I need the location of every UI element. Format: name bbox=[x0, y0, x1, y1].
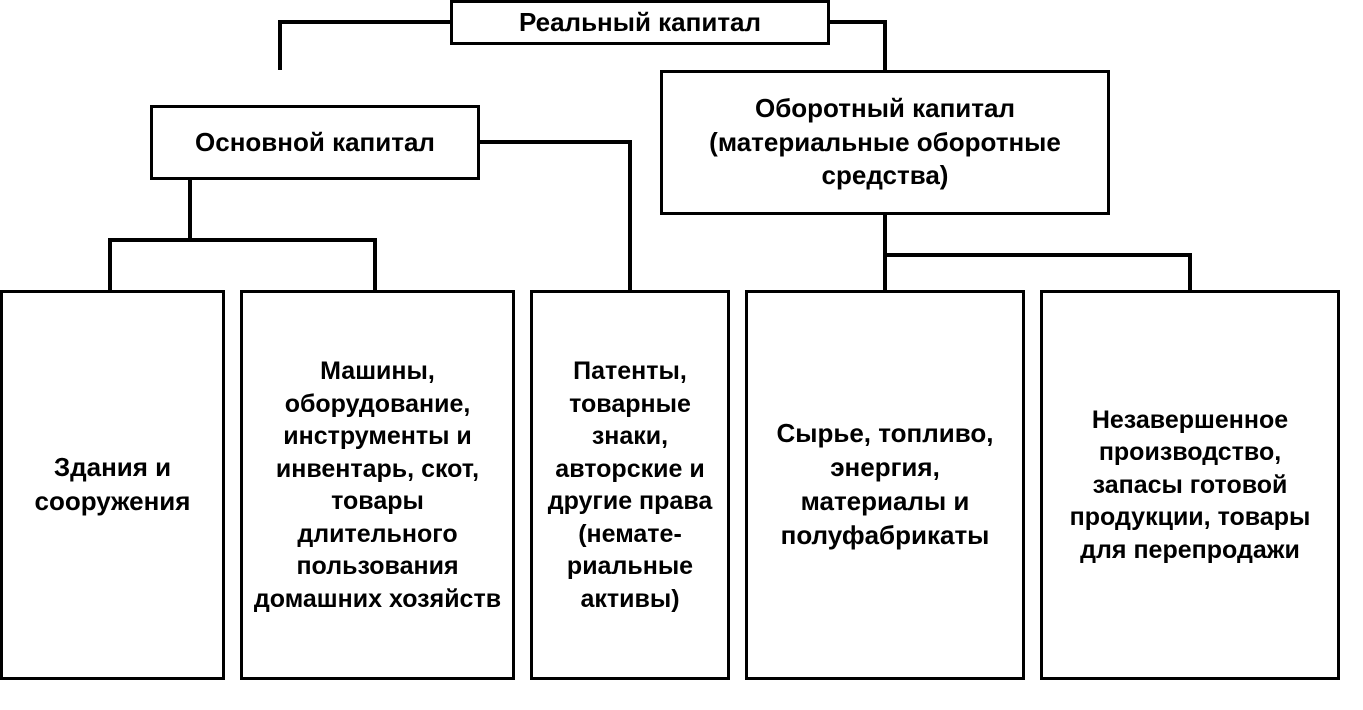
node-root: Реальный капитал bbox=[450, 0, 830, 45]
node-leaf-4: Сырье, топливо, энергия, материалы и пол… bbox=[745, 290, 1025, 680]
node-leaf-5: Незавершенное производство, запасы готов… bbox=[1040, 290, 1340, 680]
node-leaf-4-label: Сырье, топливо, энергия, материалы и пол… bbox=[756, 417, 1014, 552]
node-main-right: Оборотный капитал (материальные оборотны… bbox=[660, 70, 1110, 215]
node-leaf-5-label: Незавершенное производство, запасы готов… bbox=[1051, 404, 1329, 567]
node-main-right-label: Оборотный капитал (материальные оборотны… bbox=[671, 92, 1099, 193]
node-leaf-2: Машины, оборудование, инструменты и инве… bbox=[240, 290, 515, 680]
node-root-label: Реальный капитал bbox=[519, 6, 761, 40]
node-leaf-2-label: Машины, оборудование, инструменты и инве… bbox=[251, 355, 504, 615]
node-leaf-1-label: Здания и сооружения bbox=[11, 451, 214, 519]
node-leaf-3-label: Патенты, товарные знаки, авторские и дру… bbox=[541, 355, 719, 615]
node-leaf-3: Патенты, товарные знаки, авторские и дру… bbox=[530, 290, 730, 680]
node-main-left-label: Основной капитал bbox=[195, 126, 435, 160]
node-leaf-1: Здания и сооружения bbox=[0, 290, 225, 680]
node-main-left: Основной капитал bbox=[150, 105, 480, 180]
